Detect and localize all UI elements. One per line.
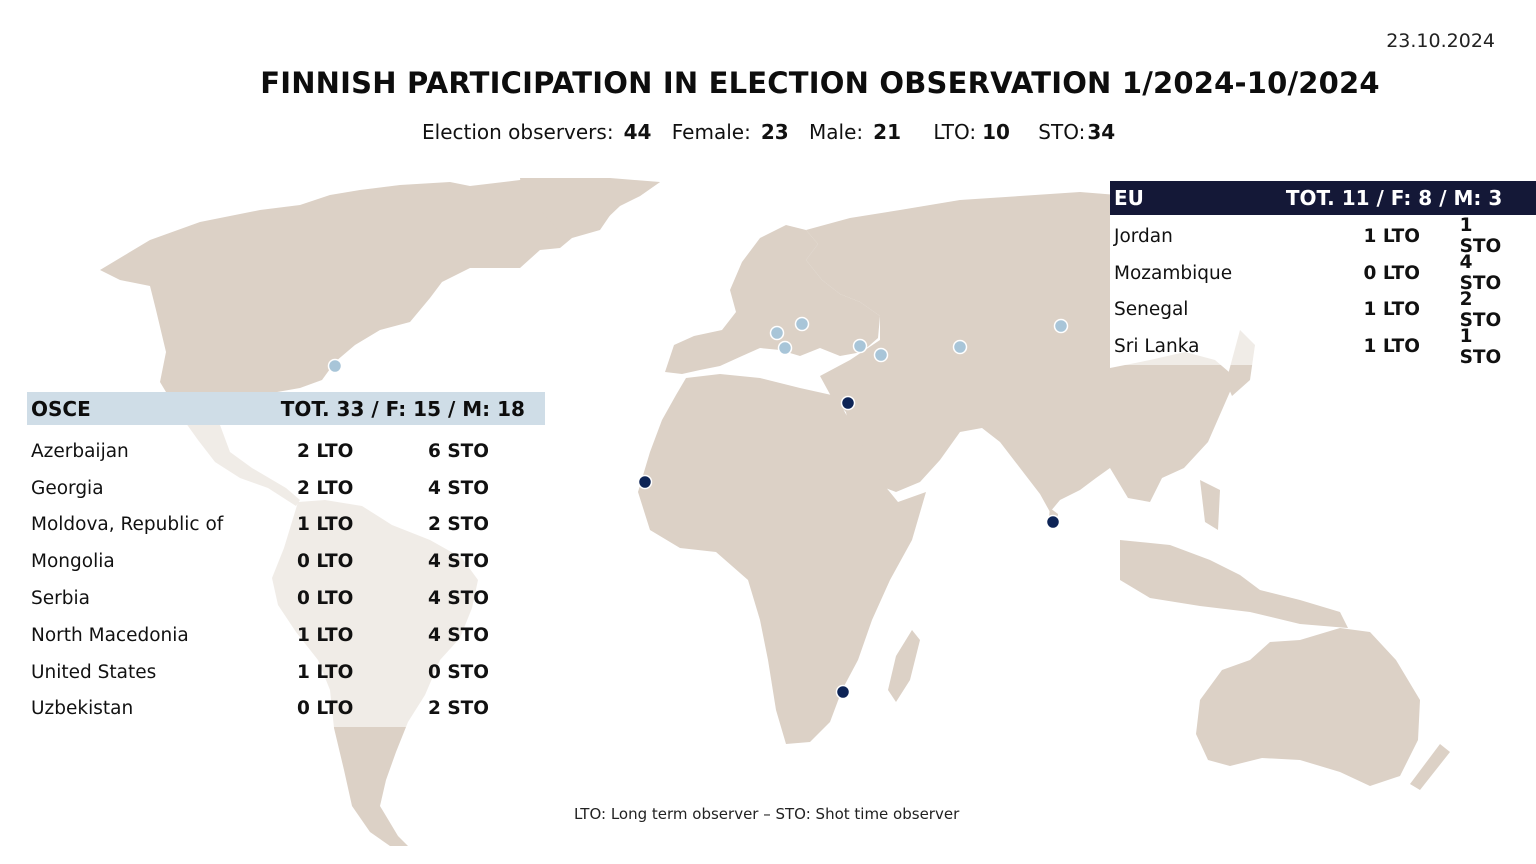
jordan-marker [840,395,856,411]
north-macedonia-marker [777,340,793,356]
country-name: Mongolia [31,551,115,573]
lto-count: 1 LTO [297,661,354,683]
eu-header: EU TOT. 11 / F: 8 / M: 3 [1110,181,1536,215]
eu-markers [637,395,1061,700]
lto-count: 1 LTO [297,514,354,536]
new-zealand [1410,744,1450,790]
sto-count: 2 STO [428,698,489,720]
africa [638,374,926,744]
table-row: Moldova, Republic of 1 LTO 2 STO [27,507,497,544]
southeast-asia-islands [1120,540,1348,628]
country-name: Sri Lanka [1114,336,1200,358]
page-title: FINNISH PARTICIPATION IN ELECTION OBSERV… [260,66,1380,100]
mongolia-marker [1053,318,1069,334]
sto-count: 2 STO [428,514,489,536]
male-label: Male: [809,120,864,144]
sto-count: 6 STO [428,440,489,462]
country-name: Moldova, Republic of [31,514,224,536]
lto-count: 2 LTO [297,440,354,462]
osce-name: OSCE [31,396,91,421]
sto-count: 4 STO [1459,252,1502,295]
observers-value: 44 [623,120,652,144]
sto-count: 4 STO [428,477,489,499]
greenland [520,178,660,236]
observers-label: Election observers: [422,120,614,144]
land-masses [100,178,1450,846]
country-name: North Macedonia [31,624,189,646]
table-row: Georgia 2 LTO 4 STO [27,470,497,507]
country-name: Azerbaijan [31,440,129,462]
lto-count: 0 LTO [297,588,354,610]
table-row: Mongolia 0 LTO 4 STO [27,543,497,580]
country-name: Jordan [1114,225,1173,247]
table-row: Jordan 1 LTO 1 STO [1110,215,1520,258]
eu-table: Jordan 1 LTO 1 STO Mozambique 0 LTO 4 STO Se… [1110,215,1520,368]
sto-value: 34 [1087,120,1116,144]
table-row: Sri Lanka 1 LTO 1 STO [1110,325,1520,368]
table-row: Uzbekistan 0 LTO 2 STO [27,691,497,728]
eu-total: TOT. 11 / F: 8 / M: 3 [1285,186,1503,210]
sto-label: STO: [1038,120,1086,144]
lto-count: 0 LTO [297,698,354,720]
lto-value: 10 [982,120,1010,144]
osce-total: TOT. 33 / F: 15 / M: 18 [280,396,525,421]
philippines [1200,480,1220,530]
lto-count: 0 LTO [297,551,354,573]
asia [806,192,1236,512]
country-name: United States [31,661,157,683]
sto-count: 4 STO [428,551,489,573]
lto-count: 1 LTO [1363,225,1420,247]
osce-markers [327,316,1069,374]
country-name: Senegal [1114,299,1189,321]
table-row: Serbia 0 LTO 4 STO [27,580,497,617]
sto-count: 0 STO [428,661,489,683]
date-label: 23.10.2024 [1386,30,1495,52]
lto-label: LTO: [933,120,977,144]
eu-name: EU [1114,186,1144,210]
sto-count: 2 STO [1459,289,1502,331]
eu-panel: EU TOT. 11 / F: 8 / M: 3 Jordan 1 LTO 1 ST… [1110,181,1536,368]
footnote: LTO: Long term observer – STO: Shot time… [574,805,960,823]
senegal-marker [637,474,653,490]
country-name: Georgia [31,477,104,499]
georgia-marker [852,338,868,354]
azerbaijan-marker [873,347,889,363]
australia [1196,628,1420,786]
moldova-marker [794,316,810,332]
serbia-marker [769,325,785,341]
lto-count: 1 LTO [297,624,354,646]
country-name: Uzbekistan [31,698,134,720]
female-value: 23 [760,120,789,144]
female-label: Female: [671,120,751,144]
country-name: Serbia [31,588,90,610]
table-row: Senegal 1 LTO 2 STO [1110,289,1520,331]
osce-table: Azerbaijan 2 LTO 6 STO Georgia 2 LTO 4 STO M… [27,425,497,728]
lto-count: 1 LTO [1363,299,1420,321]
uzbekistan-marker [952,339,968,355]
table-row: Mozambique 0 LTO 4 STO [1110,252,1520,295]
madagascar [888,630,920,702]
europe [665,225,880,374]
sto-count: 1 STO [1459,325,1502,368]
observer-summary: Election observers: 44 Female: 23 Male: 21 … [422,120,1115,144]
sri-lanka-marker [1045,514,1061,530]
north-america [100,180,660,506]
lto-count: 0 LTO [1363,262,1420,284]
male-value: 21 [873,120,901,144]
osce-panel: OSCE TOT. 33 / F: 15 / M: 18 Azerbaijan 2… [27,392,545,728]
lto-count: 2 LTO [297,477,354,499]
lto-count: 1 LTO [1363,336,1420,358]
sto-count: 4 STO [428,588,489,610]
table-row: United States 1 LTO 0 STO [27,654,497,691]
sto-count: 4 STO [428,624,489,646]
table-row: North Macedonia 1 LTO 4 STO [27,617,497,654]
table-row: Azerbaijan 2 LTO 6 STO [27,433,497,470]
sto-count: 1 STO [1459,215,1502,258]
country-name: Mozambique [1114,262,1233,284]
osce-header: OSCE TOT. 33 / F: 15 / M: 18 [27,392,545,425]
united-states-marker [327,358,343,374]
mozambique-marker [835,684,851,700]
